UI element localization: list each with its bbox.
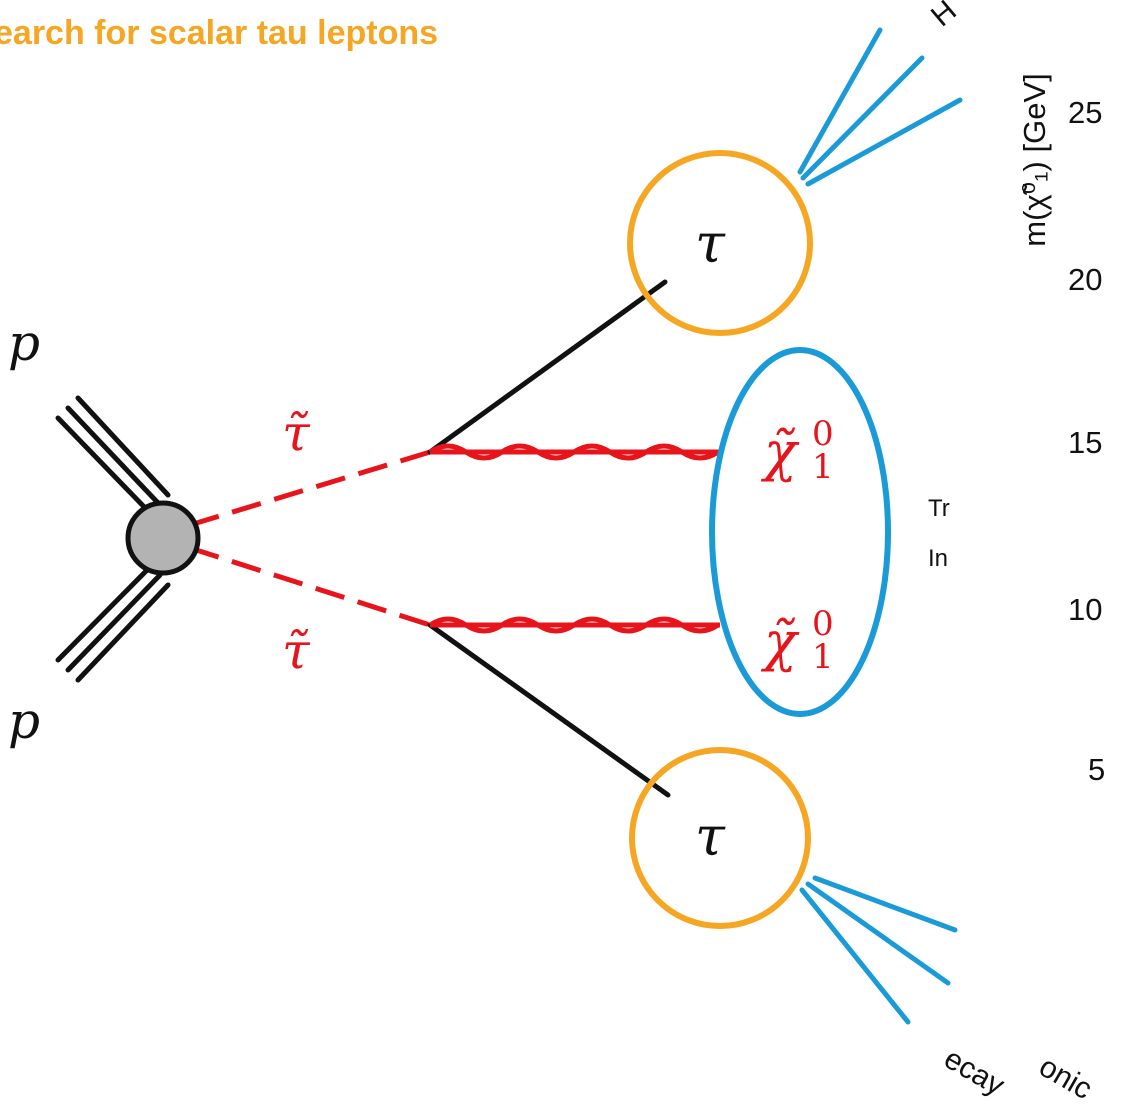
tau-line-top [427, 279, 668, 455]
tau-label-bottom: τ [695, 805, 726, 868]
stau-line-top [189, 449, 431, 528]
svg-text:1: 1 [812, 447, 834, 487]
proton-label-top: p [8, 314, 40, 372]
hadron-decay-lines-bottom [799, 875, 958, 1025]
svg-text:0: 0 [812, 414, 834, 454]
svg-text:0: 0 [812, 604, 834, 644]
y-tick: 5 [1088, 752, 1106, 787]
proton-label-bottom: p [8, 692, 40, 750]
hadron-decay-lines-top [797, 27, 963, 187]
y-axis-label: m(χ̃⁰₁) [GeV] [1017, 73, 1052, 247]
neutralino-label-top: χ̃ 0 1 [760, 414, 834, 487]
page-title: earch for scalar tau leptons [0, 14, 439, 52]
neutralino-label-bottom: χ̃ 0 1 [760, 604, 834, 677]
tau-label-top: τ [695, 212, 726, 275]
interaction-vertex [125, 500, 201, 576]
y-tick: 25 [1068, 95, 1103, 130]
incoming-proton-bottom [55, 562, 171, 683]
tau-line-bottom [427, 622, 671, 798]
neutralino-line-top [428, 443, 720, 461]
tau-circle-bottom [629, 747, 811, 929]
truth-note-line1: Tr [928, 495, 950, 522]
neutralino-line-bottom [428, 616, 720, 634]
met-ellipse [709, 347, 891, 717]
stau-line-bottom [189, 545, 431, 628]
incoming-proton-top [55, 395, 171, 518]
y-tick: 15 [1068, 425, 1103, 460]
stau-label-bottom: τ̃ [282, 622, 311, 680]
y-tick: 20 [1068, 262, 1103, 297]
tau-circle-top [627, 150, 813, 336]
y-tick: 10 [1068, 592, 1103, 627]
svg-text:χ̃: χ̃ [760, 610, 800, 673]
svg-text:χ̃: χ̃ [760, 420, 800, 483]
truth-note-line2: In [928, 545, 949, 572]
stau-label-top: τ̃ [282, 404, 311, 462]
svg-text:1: 1 [812, 637, 834, 677]
